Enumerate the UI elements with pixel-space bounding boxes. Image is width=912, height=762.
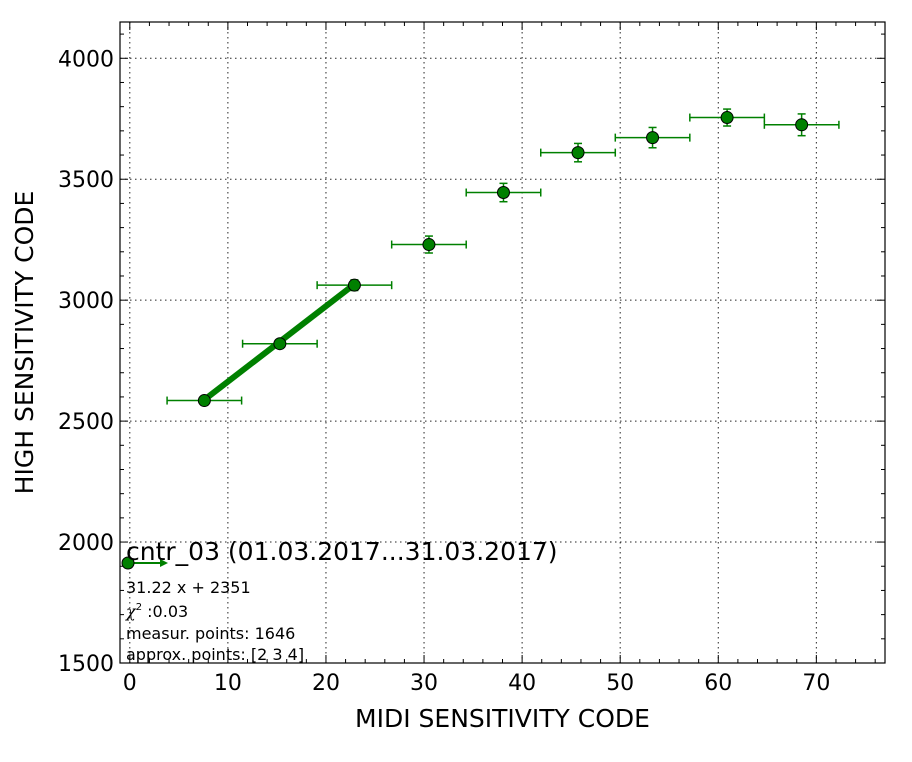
approx-points: approx. points: [2 3 4] [126,645,304,664]
x-tick-label: 50 [606,671,634,696]
point-marker [720,111,734,125]
y-axis-title: HIGH SENSITIVITY CODE [10,191,39,495]
x-tick-label: 30 [410,671,438,696]
legend-marker-dot [121,556,135,570]
x-tick-label: 60 [704,671,732,696]
data-point [689,108,766,127]
y-tick-label: 1500 [58,652,114,677]
chi-square: χ2 :0.03 [125,602,188,621]
x-tick-label: 0 [123,671,137,696]
legend-title: cntr_03 (01.03.2017...31.03.2017) [126,537,558,566]
point-marker [422,238,436,252]
y-tick-label: 3500 [58,168,114,193]
data-point [763,113,840,137]
data-point [316,278,393,292]
chi-symbol: χ [125,602,137,621]
chi-exponent: 2 [136,602,142,613]
y-tick-label: 2000 [58,531,114,556]
plot-frame [119,21,886,664]
x-tick-label: 70 [802,671,830,696]
x-tick-label: 20 [312,671,340,696]
x-tick-label: 10 [214,671,242,696]
chi-value: :0.03 [142,602,188,621]
point-marker [273,337,287,351]
data-point [540,142,617,163]
point-marker [347,278,361,292]
grid-layer [120,22,885,664]
measur-points: measur. points: 1646 [126,624,295,643]
data-point [166,394,243,408]
data-point [390,235,467,254]
y-tick-label: 3000 [58,289,114,314]
data-point [614,126,691,149]
data-point [241,337,318,351]
point-marker [795,118,809,132]
data-point [465,182,542,203]
point-marker [646,131,660,145]
x-axis-title: MIDI SENSITIVITY CODE [355,704,650,733]
point-marker [197,394,211,408]
tick-layer: 0 10 20 30 40 50 60 70 1500 2000 2500 3000 3500 4000 [58,22,885,696]
legend: cntr_03 (01.03.2017...31.03.2017) [121,537,558,570]
y-tick-label: 2500 [58,410,114,435]
data-layer [166,108,840,408]
legend-arrow-icon [160,559,168,567]
y-tick-label: 4000 [58,47,114,72]
x-tick-label: 40 [508,671,536,696]
point-marker [496,186,510,200]
fit-formula: 31.22 x + 2351 [126,578,251,597]
point-marker [571,146,585,160]
